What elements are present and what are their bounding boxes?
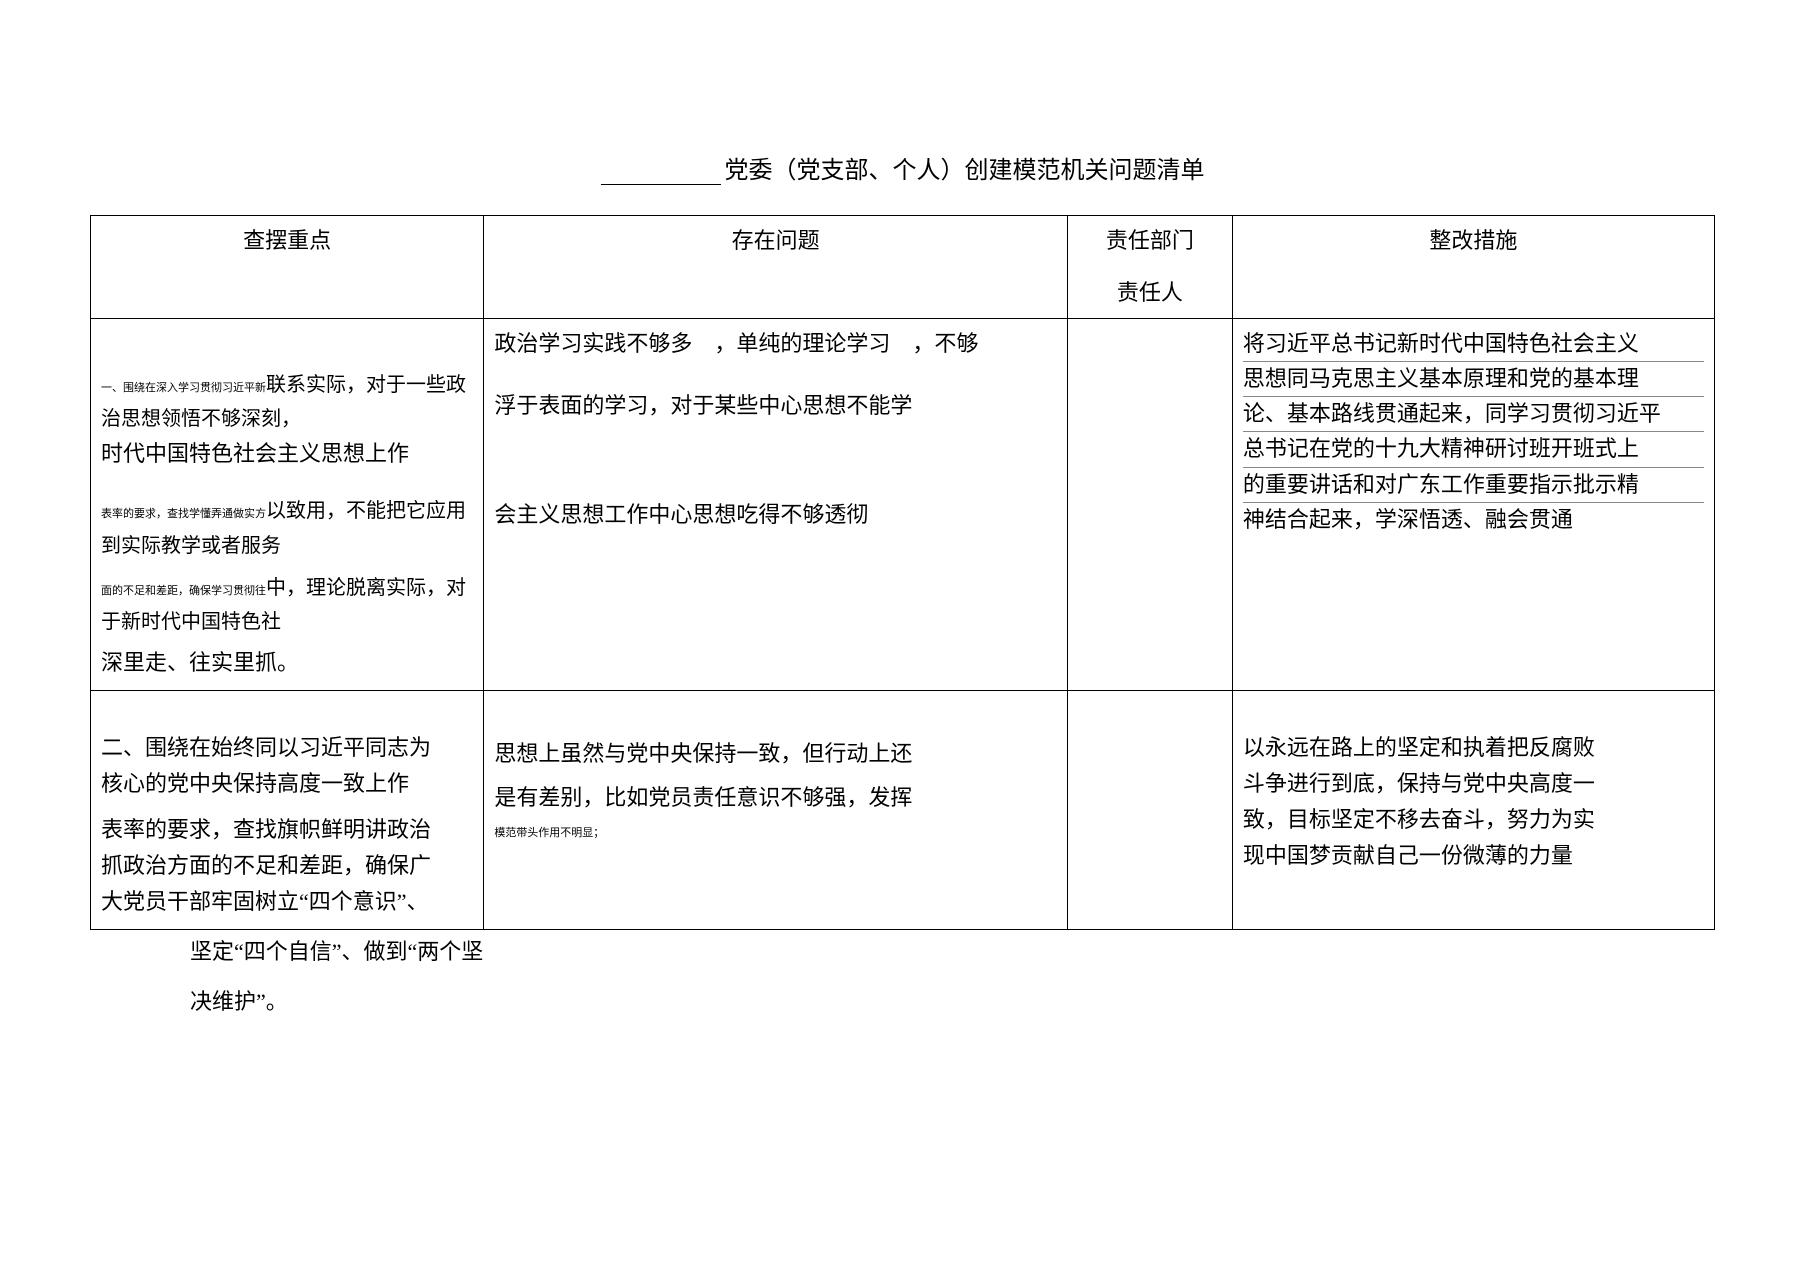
cell-focus-1: 一、围绕在深入学习贯彻习近平新联系实际，对于一些政治思想领悟不够深刻， 时代中国… xyxy=(91,319,484,691)
cell-measures-1: 将习近平总书记新时代中国特色社会主义 思想同马克思主义基本原理和党的基本理 论、… xyxy=(1232,319,1714,691)
col-header-measures: 整改措施 xyxy=(1232,216,1714,319)
cell-responsible-1 xyxy=(1067,319,1232,691)
cell-responsible-2 xyxy=(1067,690,1232,929)
table-header-row: 查摆重点 存在问题 责任部门 责任人 整改措施 xyxy=(91,216,1715,319)
table-row: 二、围绕在始终同以习近平同志为 核心的党中央保持高度一致上作 表率的要求，查找旗… xyxy=(91,690,1715,929)
col-header-focus: 查摆重点 xyxy=(91,216,484,319)
cell-focus-2: 二、围绕在始终同以习近平同志为 核心的党中央保持高度一致上作 表率的要求，查找旗… xyxy=(91,690,484,929)
table-row: 一、围绕在深入学习贯彻习近平新联系实际，对于一些政治思想领悟不够深刻， 时代中国… xyxy=(91,319,1715,691)
col-header-responsible: 责任部门 责任人 xyxy=(1067,216,1232,319)
document-title: 党委（党支部、个人）创建模范机关问题清单 xyxy=(90,150,1715,185)
problem-list-table: 查摆重点 存在问题 责任部门 责任人 整改措施 一、围绕在深入学习贯彻习近平新联… xyxy=(90,215,1715,930)
overflow-text: 坚定“四个自信”、做到“两个坚 决维护”。 xyxy=(90,930,1715,1018)
cell-problems-1: 政治学习实践不够多 ，单纯的理论学习 ，不够 浮于表面的学习，对于某些中心思想不… xyxy=(484,319,1068,691)
title-text: 党委（党支部、个人）创建模范机关问题清单 xyxy=(725,158,1205,184)
cell-measures-2: 以永远在路上的坚定和执着把反腐败 斗争进行到底，保持与党中央高度一 致，目标坚定… xyxy=(1232,690,1714,929)
cell-problems-2: 思想上虽然与党中央保持一致，但行动上还 是有差别，比如党员责任意识不够强，发挥 … xyxy=(484,690,1068,929)
title-blank-underline xyxy=(601,184,721,185)
col-header-problems: 存在问题 xyxy=(484,216,1068,319)
